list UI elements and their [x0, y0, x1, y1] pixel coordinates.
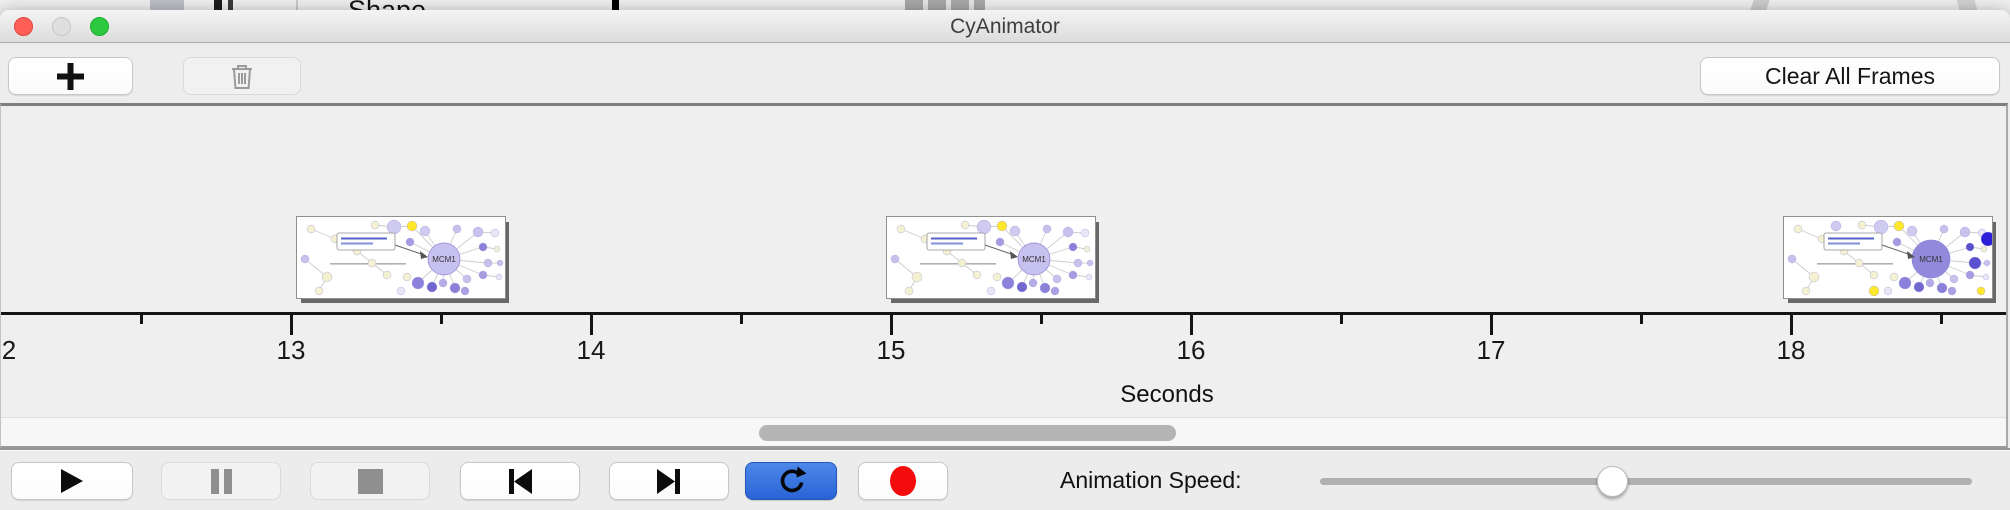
background-glyph-fragment	[1750, 0, 1770, 10]
keyframe-thumbnail-3[interactable]: MCM1	[1783, 216, 1993, 299]
major-tick	[1490, 315, 1493, 335]
skip-to-end-button[interactable]	[609, 462, 729, 500]
tick-label: 15	[876, 335, 906, 365]
timeline-panel[interactable]: MCM1 MCM1 MCM1 2 13 14 15 16 17 18 Seconds	[0, 103, 2008, 448]
clear-all-frames-label: Clear All Frames	[1765, 62, 1935, 89]
background-toolbar-fragment	[150, 0, 184, 10]
background-shape-label: Shape	[348, 0, 426, 10]
major-tick	[1190, 315, 1193, 335]
window-title: CyAnimator	[950, 15, 1060, 38]
stop-icon	[357, 468, 383, 494]
background-glyph-fragment	[1956, 0, 1978, 10]
animation-speed-label: Animation Speed:	[1060, 467, 1242, 493]
tick-label: 18	[1776, 335, 1806, 365]
pause-icon	[210, 468, 232, 494]
loop-button[interactable]	[745, 462, 837, 500]
tick-label: 2	[1, 335, 17, 365]
stop-button[interactable]	[310, 462, 430, 500]
major-tick	[1790, 315, 1793, 335]
play-button[interactable]	[11, 462, 133, 500]
plus-icon	[57, 62, 84, 90]
background-divider-fragment	[296, 0, 298, 10]
background-app-strip: Shape	[0, 0, 2010, 10]
zoom-button[interactable]	[90, 17, 109, 36]
minor-tick	[740, 315, 743, 324]
network-preview: MCM1	[1787, 219, 1992, 297]
keyframe-thumbnail-1[interactable]: MCM1	[296, 216, 506, 299]
pause-button[interactable]	[161, 462, 281, 500]
transport-bar: Animation Speed:	[0, 448, 2010, 510]
tick-label: 13	[276, 335, 306, 365]
background-glyph-fragment	[214, 0, 222, 10]
hub-node-label: MCM1	[1919, 255, 1943, 264]
delete-frame-button[interactable]	[183, 57, 301, 95]
record-icon	[890, 466, 916, 496]
clear-all-frames-button[interactable]: Clear All Frames	[1700, 57, 2000, 95]
background-glyph-fragment	[612, 0, 619, 10]
background-glyph-fragment	[228, 0, 233, 10]
timeline-axis-line	[1, 312, 2006, 315]
minor-tick	[1040, 315, 1043, 324]
animation-speed-slider-track[interactable]	[1320, 478, 1972, 485]
play-icon	[61, 469, 83, 493]
minimize-button[interactable]	[52, 17, 71, 36]
skip-to-end-icon	[657, 468, 680, 494]
minor-tick	[1640, 315, 1643, 324]
tick-label: 16	[1176, 335, 1206, 365]
minor-tick	[440, 315, 443, 324]
major-tick	[290, 315, 293, 335]
close-button[interactable]	[14, 17, 33, 36]
hub-node-label: MCM1	[1022, 255, 1046, 264]
loop-icon	[780, 466, 806, 492]
network-preview: MCM1	[890, 219, 1094, 296]
major-tick	[590, 315, 593, 335]
axis-unit-label: Seconds	[1120, 381, 1214, 408]
tick-label: 17	[1476, 335, 1506, 365]
frame-toolbar: Clear All Frames	[0, 44, 2010, 103]
animation-speed-slider-knob[interactable]	[1596, 466, 1628, 497]
skip-to-start-icon	[509, 468, 532, 494]
scrollbar-thumb[interactable]	[759, 425, 1176, 441]
trash-icon	[232, 64, 252, 89]
title-bar: CyAnimator	[0, 10, 2010, 43]
major-tick	[890, 315, 893, 335]
minor-tick	[1940, 315, 1943, 324]
cyanimator-window: CyAnimator Clear All Fram	[0, 10, 2010, 510]
add-frame-button[interactable]	[8, 57, 133, 95]
hub-node-label: MCM1	[432, 255, 456, 264]
network-preview: MCM1	[300, 219, 504, 296]
tick-label: 14	[576, 335, 606, 365]
background-toolbar-fragment	[905, 0, 985, 10]
minor-tick	[140, 315, 143, 324]
timeline-scrollbar[interactable]	[1, 417, 2006, 446]
minor-tick	[1340, 315, 1343, 324]
skip-to-start-button[interactable]	[460, 462, 580, 500]
keyframe-thumbnail-2[interactable]: MCM1	[886, 216, 1096, 299]
record-button[interactable]	[858, 462, 948, 500]
